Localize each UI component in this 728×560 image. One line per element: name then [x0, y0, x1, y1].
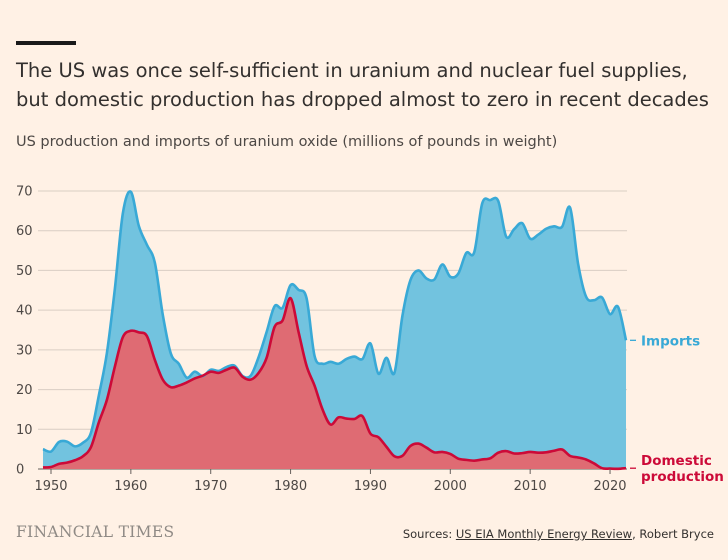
sources-link[interactable]: US EIA Monthly Energy Review [455, 527, 633, 541]
chart-subtitle: US production and imports of uranium oxi… [16, 134, 558, 150]
production-legend-label: Domestic production [641, 453, 724, 485]
imports-line [42, 190, 628, 454]
y-tick-label: 60 [16, 224, 33, 239]
sources-note: Sources: US EIA Monthly Energy Review, R… [403, 527, 714, 541]
x-tick-label: 2020 [593, 479, 626, 494]
y-tick-label: 70 [16, 185, 33, 200]
x-tick-label: 1990 [354, 479, 387, 494]
x-tick-label: 2000 [434, 479, 467, 494]
ft-logo-wordmark: FINANCIAL TIMES [16, 523, 175, 541]
x-tick-label: 1970 [194, 479, 227, 494]
series-areas [42, 190, 628, 471]
y-tick-label: 30 [16, 343, 33, 358]
y-tick-label: 50 [16, 264, 33, 279]
y-tick-label: 20 [16, 383, 33, 398]
x-tick-label: 1980 [274, 479, 307, 494]
chart-title: The US was once self-sufficient in urani… [16, 59, 709, 111]
production-area [43, 298, 626, 469]
header-accent-bar [16, 41, 76, 45]
legend: Imports Domestic production [630, 333, 724, 485]
x-tick-label: 2010 [514, 479, 547, 494]
x-tick-label: 1960 [114, 479, 147, 494]
y-tick-label: 40 [16, 304, 33, 319]
x-tick-label: 1950 [34, 479, 67, 494]
axes: 0 10 20 30 40 50 60 70 1950 1960 1970 1980 1990 2000 2… [16, 185, 627, 495]
sources-rest: , Robert Bryce [632, 527, 714, 541]
y-tick-label: 10 [16, 423, 33, 438]
y-tick-label: 0 [16, 463, 24, 478]
production-line [42, 296, 627, 471]
imports-legend-label: Imports [641, 333, 700, 349]
sources-prefix: Sources: [402, 527, 453, 541]
